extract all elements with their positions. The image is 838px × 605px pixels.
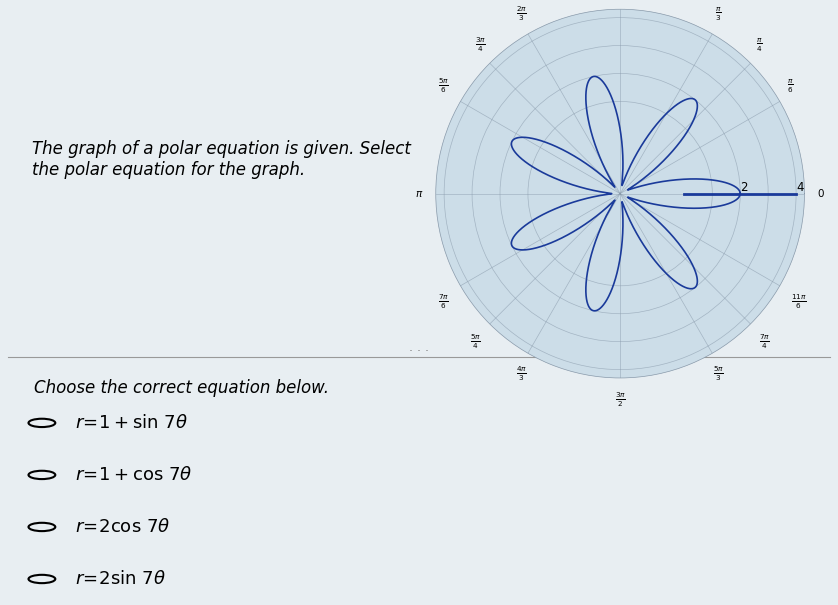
Text: $\pi$: $\pi$ [415,189,423,198]
Text: $\frac{2\pi}{3}$: $\frac{2\pi}{3}$ [516,5,527,23]
Text: $r\!=\!2\cos\,7\theta$: $r\!=\!2\cos\,7\theta$ [75,518,171,536]
Text: $\frac{5\pi}{3}$: $\frac{5\pi}{3}$ [713,364,724,382]
Text: . . .: . . . [409,341,429,354]
Text: $\frac{4\pi}{3}$: $\frac{4\pi}{3}$ [516,364,527,382]
Text: $\frac{11\pi}{6}$: $\frac{11\pi}{6}$ [791,292,806,310]
Text: $\frac{5\pi}{4}$: $\frac{5\pi}{4}$ [470,333,481,352]
Text: The graph of a polar equation is given. Select
the polar equation for the graph.: The graph of a polar equation is given. … [32,140,411,179]
Text: $\frac{5\pi}{6}$: $\frac{5\pi}{6}$ [438,77,449,95]
Text: $\frac{\pi}{4}$: $\frac{\pi}{4}$ [756,38,763,54]
Text: $r\!=\!1+\sin\,7\theta$: $r\!=\!1+\sin\,7\theta$ [75,414,189,432]
Text: $r\!=\!1+\cos\,7\theta$: $r\!=\!1+\cos\,7\theta$ [75,466,193,484]
Text: $\frac{7\pi}{6}$: $\frac{7\pi}{6}$ [438,292,449,310]
Text: $\frac{\pi}{6}$: $\frac{\pi}{6}$ [788,78,794,95]
Text: 0: 0 [817,189,824,198]
Text: $r\!=\!2\sin\,7\theta$: $r\!=\!2\sin\,7\theta$ [75,570,166,588]
Text: $\frac{3\pi}{4}$: $\frac{3\pi}{4}$ [475,36,486,54]
Text: $\frac{3\pi}{2}$: $\frac{3\pi}{2}$ [614,391,626,409]
Text: $\frac{\pi}{3}$: $\frac{\pi}{3}$ [716,6,722,23]
Text: $\frac{7\pi}{4}$: $\frac{7\pi}{4}$ [759,333,770,352]
Text: Choose the correct equation below.: Choose the correct equation below. [34,379,328,397]
